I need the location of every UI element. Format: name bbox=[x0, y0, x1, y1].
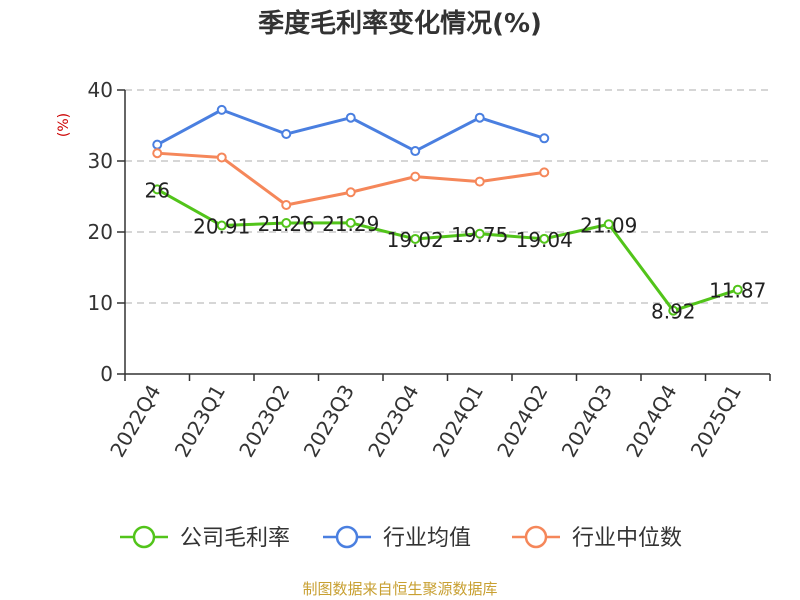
y-tick-label: 0 bbox=[100, 362, 113, 386]
y-axis-ticks: 0 10 20 30 40 bbox=[88, 78, 125, 386]
data-point bbox=[474, 176, 485, 187]
data-label: 21.29 bbox=[322, 212, 379, 236]
data-point bbox=[668, 305, 679, 316]
x-tick-label: 2022Q4 bbox=[105, 381, 165, 462]
data-label: 11.87 bbox=[709, 279, 766, 303]
data-label: 20.91 bbox=[193, 215, 250, 239]
x-tick-label: 2024Q4 bbox=[621, 381, 681, 462]
data-point bbox=[152, 148, 163, 159]
x-tick-label: 2023Q2 bbox=[234, 381, 294, 462]
x-tick-label: 2024Q1 bbox=[428, 381, 488, 462]
x-tick-label: 2025Q1 bbox=[686, 381, 746, 462]
x-axis-ticks: 2022Q4 2023Q1 2023Q2 2023Q3 2023Q4 2024Q1 2024… bbox=[105, 374, 771, 462]
data-point bbox=[410, 233, 421, 244]
data-point bbox=[539, 233, 550, 244]
x-tick-label: 2024Q3 bbox=[557, 381, 617, 462]
data-point bbox=[152, 184, 163, 195]
data-point bbox=[539, 133, 550, 144]
data-label: 21.09 bbox=[580, 213, 637, 237]
data-label: 19.02 bbox=[387, 228, 444, 252]
data-label: 19.75 bbox=[451, 223, 508, 247]
data-point bbox=[732, 284, 743, 295]
x-tick-label: 2024Q2 bbox=[492, 381, 552, 462]
data-point bbox=[345, 187, 356, 198]
legend-label: 行业均值 bbox=[383, 526, 471, 551]
data-point bbox=[216, 152, 227, 163]
data-point bbox=[603, 219, 614, 230]
x-tick-label: 2023Q3 bbox=[299, 381, 359, 462]
y-tick-label: 10 bbox=[88, 291, 113, 315]
data-point bbox=[345, 112, 356, 123]
data-labels: 26 20.91 21.26 21.29 19.02 19.75 19.04 21.09 8.9… bbox=[145, 178, 767, 323]
legend-marker bbox=[132, 525, 156, 549]
y-axis-label: (%) bbox=[56, 113, 72, 137]
series-line bbox=[156, 188, 739, 313]
data-point bbox=[474, 228, 485, 239]
x-tick-label: 2023Q4 bbox=[363, 381, 423, 462]
legend: 公司毛利率 行业均值 行业中位数 bbox=[120, 525, 682, 551]
source-note: 制图数据来自恒生聚源数据库 bbox=[302, 580, 497, 598]
data-label: 19.04 bbox=[516, 228, 573, 252]
data-point bbox=[474, 112, 485, 123]
x-tick-label: 2023Q1 bbox=[170, 381, 230, 462]
data-point bbox=[345, 217, 356, 228]
data-point bbox=[410, 171, 421, 182]
data-point bbox=[410, 146, 421, 157]
data-label: 26 bbox=[145, 178, 170, 202]
legend-label: 行业中位数 bbox=[572, 526, 682, 551]
data-point bbox=[281, 129, 292, 140]
data-point bbox=[281, 200, 292, 211]
series-lines bbox=[152, 104, 743, 316]
y-tick-label: 20 bbox=[88, 220, 113, 244]
chart-title: 季度毛利率变化情况(%) bbox=[258, 8, 542, 39]
data-point bbox=[216, 220, 227, 231]
legend-label: 公司毛利率 bbox=[180, 526, 290, 551]
data-point bbox=[216, 104, 227, 115]
y-tick-label: 30 bbox=[88, 149, 113, 173]
data-point bbox=[281, 218, 292, 229]
gridlines bbox=[125, 89, 770, 304]
legend-marker bbox=[335, 525, 359, 549]
data-label: 8.92 bbox=[651, 300, 696, 324]
data-point bbox=[539, 167, 550, 178]
data-point bbox=[152, 139, 163, 150]
legend-marker bbox=[524, 525, 548, 549]
data-label: 21.26 bbox=[258, 212, 315, 236]
y-tick-label: 40 bbox=[88, 78, 113, 102]
